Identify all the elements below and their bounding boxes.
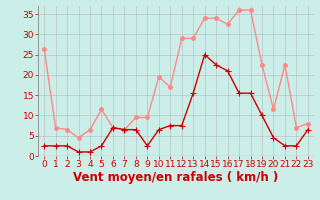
X-axis label: Vent moyen/en rafales ( km/h ): Vent moyen/en rafales ( km/h )	[73, 171, 279, 184]
